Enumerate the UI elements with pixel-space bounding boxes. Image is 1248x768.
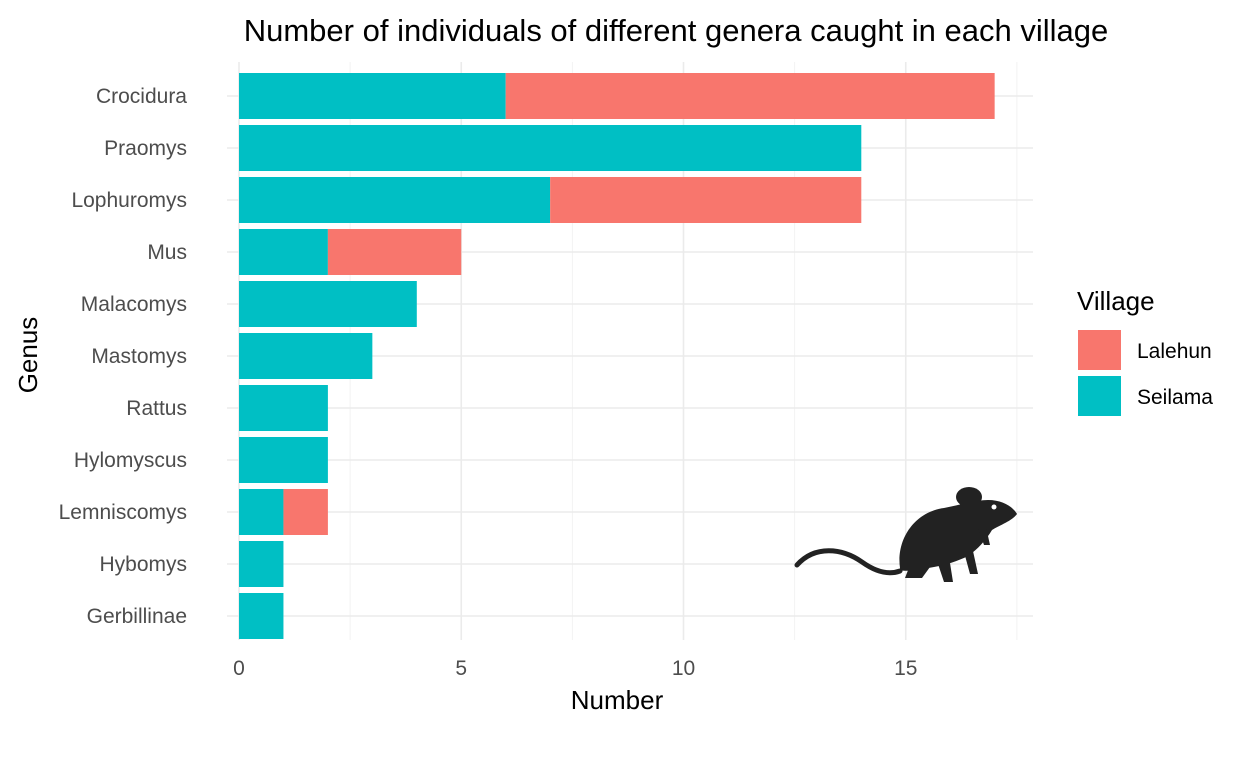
bar-gerbillinae-seilama: [239, 593, 284, 639]
legend-label-seilama: Seilama: [1137, 386, 1213, 409]
bar-crocidura-lalehun: [505, 73, 995, 119]
x-tick-label: 0: [233, 657, 245, 680]
y-tick-label: Gerbillinae: [87, 605, 187, 628]
x-tick-labels: 0 5 10 15: [233, 657, 917, 680]
bar-mus-lalehun: [327, 229, 462, 275]
legend-key-lalehun: [1078, 330, 1121, 370]
y-tick-label: Mus: [147, 241, 187, 264]
legend: Village Lalehun Seilama: [1077, 286, 1213, 416]
bar-mastomys-seilama: [239, 333, 373, 379]
y-tick-label: Mastomys: [91, 345, 187, 368]
bar-lophuromys-seilama: [239, 177, 551, 223]
x-tick-label: 10: [672, 657, 695, 680]
bar-hylomyscus-seilama: [239, 437, 328, 483]
x-axis-title: Number: [571, 685, 664, 715]
bar-praomys-seilama: [239, 125, 862, 171]
y-tick-label: Lophuromys: [71, 189, 187, 212]
y-tick-label: Lemniscomys: [59, 501, 187, 524]
bars: [239, 73, 995, 639]
rat-silhouette-icon: [794, 487, 1017, 582]
y-axis-title: Genus: [13, 317, 43, 394]
bar-rattus-seilama: [239, 385, 328, 431]
chart-title: Number of individuals of different gener…: [244, 13, 1109, 48]
y-tick-label: Malacomys: [81, 293, 187, 316]
bar-crocidura-seilama: [239, 73, 506, 119]
legend-title: Village: [1077, 286, 1155, 316]
y-tick-label: Rattus: [126, 397, 187, 420]
legend-key-seilama: [1078, 376, 1121, 416]
y-tick-label: Hybomys: [99, 553, 187, 576]
y-tick-labels: Crocidura Praomys Lophuromys Mus Malacomys Ma…: [59, 85, 188, 628]
y-tick-label: Hylomyscus: [74, 449, 187, 472]
bar-lophuromys-lalehun: [550, 177, 862, 223]
y-tick-label: Crocidura: [96, 85, 187, 108]
y-tick-label: Praomys: [104, 137, 187, 160]
bar-lemniscomys-lalehun: [283, 489, 328, 535]
bar-mus-seilama: [239, 229, 328, 275]
x-tick-label: 15: [894, 657, 917, 680]
x-tick-label: 5: [455, 657, 467, 680]
legend-label-lalehun: Lalehun: [1137, 340, 1212, 363]
bar-lemniscomys-seilama: [239, 489, 284, 535]
bar-hybomys-seilama: [239, 541, 284, 587]
bar-malacomys-seilama: [239, 281, 417, 327]
